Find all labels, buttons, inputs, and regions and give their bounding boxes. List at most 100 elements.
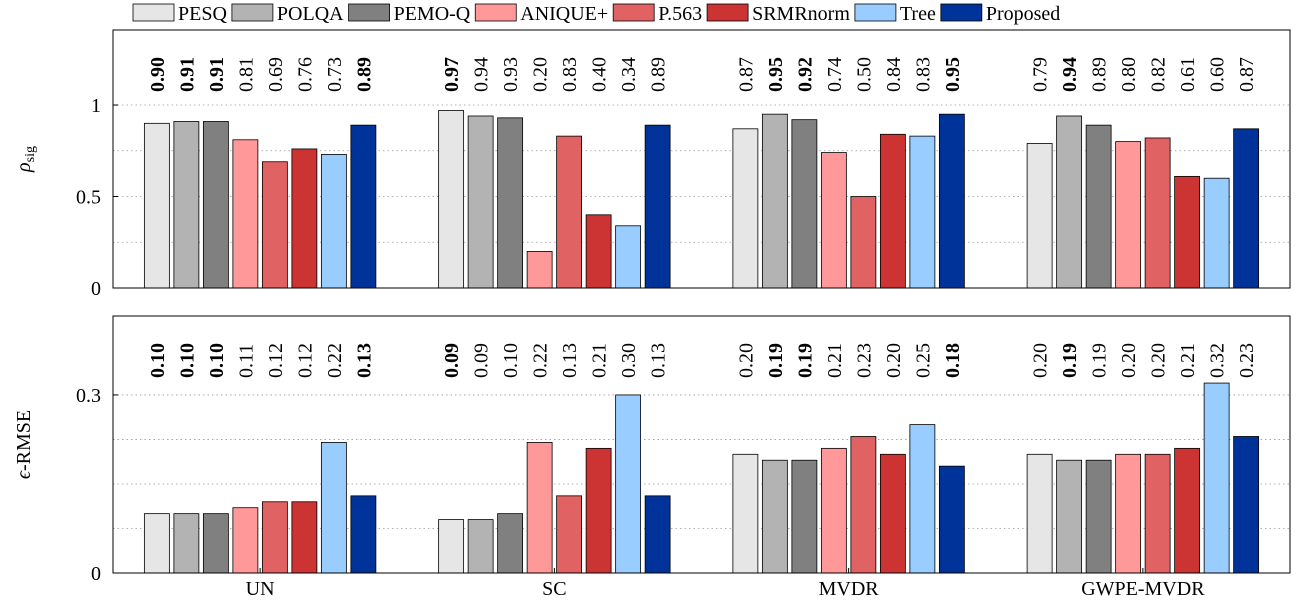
value-label: 0.23 <box>1236 343 1258 378</box>
bar <box>909 135 936 289</box>
value-label: 0.74 <box>824 57 846 92</box>
bar <box>291 501 318 574</box>
value-label: 0.60 <box>1207 57 1229 92</box>
y-tick-label: 0.3 <box>76 385 101 407</box>
value-label: 0.69 <box>265 57 287 92</box>
y-tick-label: 0.5 <box>76 187 101 209</box>
legend-swatch <box>940 3 983 22</box>
legend-label: POLQA <box>277 3 344 25</box>
value-label: 0.93 <box>500 57 522 92</box>
value-label: 0.95 <box>942 57 964 92</box>
value-label: 0.91 <box>176 57 198 92</box>
bar <box>291 148 318 289</box>
bar <box>850 196 877 289</box>
legend-label: Tree <box>900 3 936 25</box>
bar <box>1233 128 1260 289</box>
bar <box>615 225 642 289</box>
bar <box>820 447 847 574</box>
legend-label: SRMRnorm <box>752 3 850 25</box>
plot-frame <box>112 29 1291 289</box>
y-tick-label: 1 <box>91 95 101 117</box>
value-label: 0.13 <box>559 343 581 378</box>
bar <box>202 513 229 574</box>
value-label: 0.10 <box>500 343 522 378</box>
legend-label: ANIQUE+ <box>520 3 608 25</box>
value-label: 0.19 <box>794 343 816 378</box>
bar <box>1203 382 1230 574</box>
legend-label: PESQ <box>178 3 227 25</box>
bar <box>1174 447 1201 574</box>
y-tick-label: 0 <box>91 278 101 300</box>
bar <box>1144 137 1171 289</box>
value-label: 0.09 <box>441 343 463 378</box>
value-label: 0.89 <box>648 57 670 92</box>
bar <box>232 507 259 574</box>
bar <box>232 139 259 289</box>
value-label: 0.83 <box>559 57 581 92</box>
bar <box>320 154 347 289</box>
value-label: 0.79 <box>1030 57 1052 92</box>
bar <box>1085 124 1112 289</box>
legend-swatch <box>231 3 274 22</box>
bar <box>791 119 818 289</box>
value-label: 0.19 <box>1089 343 1111 378</box>
y-tick-label: 0 <box>91 563 101 585</box>
value-label: 0.91 <box>206 57 228 92</box>
bar <box>350 495 377 574</box>
bar <box>585 214 612 289</box>
bar <box>556 495 583 574</box>
value-label: 0.94 <box>471 57 493 92</box>
value-label: 0.20 <box>530 57 552 92</box>
value-label: 0.22 <box>324 343 346 378</box>
value-label: 0.19 <box>765 343 787 378</box>
legend-label: P.563 <box>658 3 702 25</box>
value-label: 0.21 <box>589 343 611 378</box>
bar <box>1085 459 1112 574</box>
value-label: 0.13 <box>648 343 670 378</box>
value-label: 0.82 <box>1148 57 1170 92</box>
bar <box>1233 436 1260 574</box>
value-label: 0.25 <box>912 343 934 378</box>
bar <box>761 459 788 574</box>
bar <box>467 519 494 574</box>
bar <box>879 453 906 574</box>
value-label: 0.80 <box>1118 57 1140 92</box>
legend-swatch <box>348 3 390 22</box>
legend-swatch <box>854 3 897 22</box>
bar <box>938 113 965 289</box>
value-label: 0.95 <box>765 57 787 92</box>
value-label: 0.18 <box>942 343 964 378</box>
bar <box>615 394 642 574</box>
value-label: 0.32 <box>1207 343 1229 378</box>
value-label: 0.22 <box>530 343 552 378</box>
bar <box>350 124 377 289</box>
y-axis-label: ρsig <box>13 146 38 173</box>
value-label: 0.89 <box>353 57 375 92</box>
legend-label: PEMO-Q <box>394 3 471 25</box>
legend-label: Proposed <box>986 3 1060 25</box>
bar <box>497 117 524 289</box>
bar <box>585 447 612 574</box>
legend-swatch <box>706 3 749 22</box>
value-label: 0.90 <box>147 57 169 92</box>
value-label: 0.20 <box>1118 343 1140 378</box>
bar <box>202 121 229 289</box>
bar <box>1026 453 1053 574</box>
bar <box>1056 115 1083 289</box>
value-label: 0.23 <box>853 343 875 378</box>
bar <box>526 442 553 574</box>
x-tick-label: GWPE-MVDR <box>1081 578 1205 600</box>
bar <box>761 113 788 289</box>
bar <box>173 513 200 574</box>
bar <box>1026 143 1053 289</box>
bar <box>261 501 288 574</box>
value-label: 0.12 <box>265 343 287 378</box>
bar <box>1056 459 1083 574</box>
bar <box>1115 453 1142 574</box>
value-label: 0.10 <box>206 343 228 378</box>
bar <box>1144 453 1171 574</box>
value-label: 0.20 <box>1030 343 1052 378</box>
legend-swatch <box>132 3 175 22</box>
value-label: 0.21 <box>1177 343 1199 378</box>
bar <box>879 133 906 289</box>
